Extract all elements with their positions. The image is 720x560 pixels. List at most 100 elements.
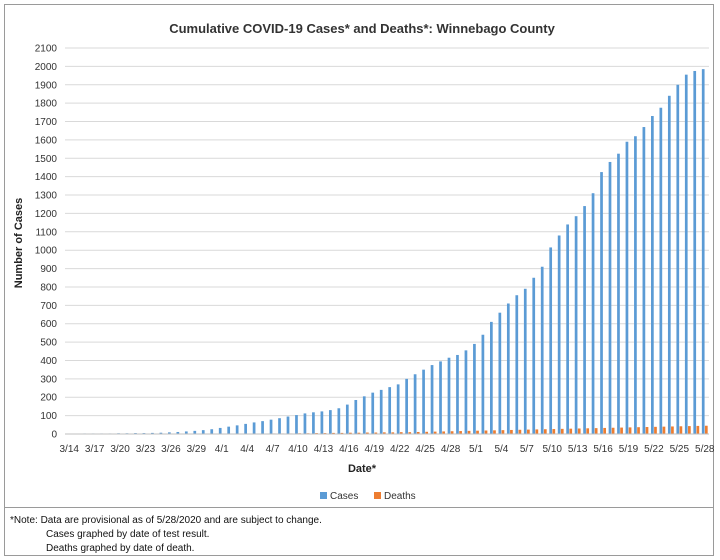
- bar-deaths-5-17: [611, 427, 615, 434]
- bar-cases-5-14: [583, 206, 586, 434]
- bar-cases-5-12: [566, 224, 569, 434]
- y-tick-label: 1300: [35, 191, 58, 202]
- x-tick-label: 3/20: [110, 444, 130, 455]
- bar-cases-4-8: [278, 418, 281, 434]
- bar-deaths-5-5: [510, 429, 513, 434]
- bar-deaths-5-21: [645, 427, 649, 434]
- bar-deaths-5-2: [484, 430, 488, 434]
- bar-cases-4-22: [396, 384, 400, 434]
- y-tick-label: 0: [51, 430, 57, 441]
- bar-cases-4-19: [371, 392, 375, 434]
- bar-deaths-5-16: [603, 427, 606, 434]
- y-axis-label: Number of Cases: [13, 198, 25, 288]
- bar-deaths-5-8: [535, 429, 539, 434]
- bar-cases-4-10: [295, 415, 298, 434]
- y-tick-label: 100: [40, 411, 57, 422]
- x-tick-label: 3/29: [187, 444, 207, 455]
- bar-deaths-5-23: [662, 426, 666, 434]
- bar-cases-4-14: [329, 410, 332, 434]
- bar-cases-4-7: [269, 419, 273, 434]
- bar-deaths-5-13: [577, 428, 581, 434]
- bar-deaths-5-12: [569, 428, 573, 434]
- y-tick-label: 200: [40, 393, 57, 404]
- bar-deaths-4-14: [332, 432, 335, 434]
- legend-label-deaths: Deaths: [384, 491, 416, 502]
- bar-cases-5-23: [659, 107, 663, 434]
- bar-deaths-4-19: [374, 432, 378, 434]
- note-line-1: *Note: Data are provisional as of 5/28/2…: [10, 515, 322, 526]
- bar-cases-5-8: [532, 277, 536, 434]
- bar-deaths-5-15: [594, 428, 598, 434]
- x-tick-label: 5/28: [695, 444, 715, 455]
- bar-deaths-4-21: [391, 432, 395, 434]
- y-tick-label: 1500: [35, 154, 58, 165]
- bar-cases-4-26: [430, 365, 434, 434]
- bar-deaths-5-26: [688, 426, 691, 434]
- y-tick-label: 2000: [35, 62, 58, 73]
- y-tick-label: 1000: [35, 246, 58, 257]
- bar-cases-4-17: [354, 399, 358, 434]
- bar-deaths-5-3: [493, 430, 496, 434]
- x-tick-label: 5/16: [593, 444, 613, 455]
- y-tick-label: 600: [40, 319, 57, 330]
- bar-cases-5-19: [625, 141, 629, 434]
- x-tick-label: 4/10: [288, 444, 308, 455]
- x-tick-label: 4/13: [314, 444, 334, 455]
- bar-cases-4-18: [362, 396, 366, 434]
- x-tick-label: 5/7: [520, 444, 534, 455]
- x-tick-label: 4/22: [390, 444, 410, 455]
- bar-deaths-4-29: [459, 431, 462, 434]
- bar-deaths-5-10: [552, 429, 556, 434]
- bar-cases-5-2: [481, 334, 485, 434]
- bar-cases-3-25: [159, 432, 163, 434]
- bar-cases-4-3: [235, 425, 239, 434]
- bar-cases-5-18: [617, 153, 620, 434]
- legend-swatch-cases: [320, 492, 327, 499]
- x-tick-label: 5/4: [494, 444, 508, 455]
- x-tick-label: 3/26: [161, 444, 181, 455]
- bar-cases-4-9: [286, 416, 290, 434]
- bar-deaths-4-18: [366, 432, 369, 434]
- bar-cases-4-13: [320, 411, 324, 434]
- bar-deaths-5-9: [543, 429, 547, 434]
- x-tick-label: 4/25: [415, 444, 435, 455]
- y-tick-label: 1900: [35, 80, 58, 91]
- y-tick-label: 1800: [35, 99, 58, 110]
- x-tick-label: 4/7: [266, 444, 280, 455]
- y-tick-label: 1700: [35, 117, 58, 128]
- bar-deaths-5-14: [586, 428, 590, 434]
- legend: Cases Deaths: [320, 491, 416, 502]
- bar-cases-4-5: [252, 422, 256, 434]
- gridlines: [65, 47, 709, 417]
- bar-cases-5-22: [651, 116, 654, 434]
- bar-deaths-5-22: [654, 426, 657, 434]
- bar-deaths-4-15: [340, 432, 344, 434]
- bar-cases-4-6: [261, 421, 264, 434]
- y-tick-label: 400: [40, 356, 57, 367]
- x-tick-label: 5/1: [469, 444, 483, 455]
- bar-deaths-5-18: [620, 427, 623, 434]
- bar-deaths-5-28: [704, 425, 708, 434]
- bar-cases-5-4: [498, 312, 502, 434]
- x-tick-label: 4/16: [339, 444, 359, 455]
- bar-cases-5-21: [642, 127, 646, 435]
- y-tick-label: 1200: [35, 209, 58, 220]
- y-tick-label: 300: [40, 374, 57, 385]
- x-tick-label: 4/1: [215, 444, 229, 455]
- bars: [66, 69, 708, 435]
- note-line-3: Deaths graphed by date of death.: [46, 543, 195, 554]
- bar-cases-3-31: [210, 429, 214, 434]
- legend-label-cases: Cases: [330, 491, 358, 502]
- bar-deaths-4-16: [349, 432, 352, 434]
- bar-cases-3-29: [193, 430, 197, 434]
- bar-deaths-5-11: [560, 428, 564, 434]
- x-tick-label: 5/19: [619, 444, 639, 455]
- bar-cases-4-15: [337, 408, 341, 434]
- bar-cases-5-25: [676, 84, 680, 434]
- bar-cases-3-30: [201, 430, 205, 434]
- bar-cases-4-11: [303, 413, 307, 434]
- bar-cases-4-2: [227, 426, 231, 434]
- legend-swatch-deaths: [374, 492, 381, 499]
- note-line-2: Cases graphed by date of test result.: [46, 529, 210, 540]
- bar-cases-3-24: [151, 432, 154, 434]
